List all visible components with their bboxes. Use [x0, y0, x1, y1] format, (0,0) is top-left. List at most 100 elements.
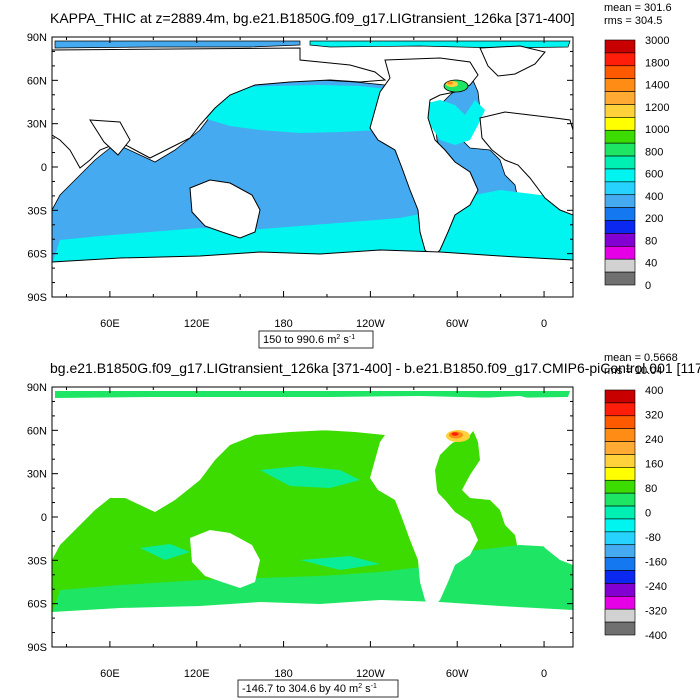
range-label-text: -146.7 to 304.6 by 40 m — [242, 683, 358, 695]
land-greenland — [479, 45, 546, 77]
land-antarctica — [52, 600, 573, 647]
range-label: -146.7 to 304.6 by 40 m2 s-1 — [237, 679, 399, 698]
y-tick-label: 0 — [41, 162, 47, 174]
colorbar-swatch — [604, 142, 636, 157]
colorbar-swatch — [604, 129, 636, 144]
colorbar-swatch — [604, 52, 636, 67]
land-antarctica — [52, 249, 573, 297]
colorbar-label: 0 — [645, 280, 651, 292]
colorbar-swatch — [604, 608, 636, 623]
y-tick-label: 90N — [27, 32, 47, 44]
ocean-arctic — [55, 391, 570, 398]
colorbar-label: 240 — [645, 434, 663, 446]
colorbar-swatch — [604, 621, 636, 636]
colorbar-swatch — [604, 467, 636, 481]
land-africa — [479, 111, 573, 216]
colorbar-swatch — [604, 39, 636, 54]
y-tick-label: 60S — [27, 249, 47, 261]
colorbar-swatch — [604, 207, 636, 221]
land-eurasia — [52, 398, 385, 518]
colorbar-label: 80 — [645, 235, 657, 247]
panel-top: KAPPA_THIC at z=2889.4m, bg.e21.B1850G.f… — [27, 2, 672, 349]
colorbar-label: 400 — [645, 191, 663, 203]
land-americas — [370, 408, 478, 608]
range-label-unit: s — [340, 334, 349, 346]
chart-title: KAPPA_THIC at z=2889.4m, bg.e21.B1850G.f… — [50, 10, 575, 26]
colorbar-swatch — [604, 596, 636, 610]
land-greenland — [480, 396, 545, 426]
map-field — [52, 37, 573, 297]
colorbar-label: 1000 — [645, 124, 669, 136]
colorbar-swatch — [604, 479, 636, 494]
y-tick-label: 90N — [27, 382, 47, 394]
colorbar: 400 320 240 160 80 0 -80 -160 -240 -320 -400 — [604, 385, 667, 642]
stat-rms: rms = 304.5 — [604, 15, 662, 27]
ocean-arctic — [54, 40, 301, 49]
colorbar-label: 80 — [645, 483, 657, 495]
range-label-exp2: -1 — [371, 683, 377, 690]
colorbar-swatch — [604, 168, 636, 183]
colorbar-label: 1400 — [645, 80, 669, 92]
ocean-teal-patches — [140, 466, 380, 570]
stat-mean: mean = 0.5668 — [604, 352, 678, 364]
range-label: 150 to 990.6 m2 s-1 — [258, 330, 374, 349]
colorbar-label: 40 — [645, 258, 657, 270]
colorbar-label: -80 — [645, 532, 661, 544]
axes: 90N 60N 30N 0 30S 60S 90S 60E 120E 180 120W 60W 0 — [27, 382, 573, 680]
stat-mean: mean = 301.6 — [604, 2, 672, 14]
colorbar-label: 1200 — [645, 102, 669, 114]
svg-text:150 to 990.6 m2 s-1: 150 to 990.6 m2 s-1 — [263, 334, 355, 346]
panel-bottom: bg.e21.B1850G.f09_g17.LIGtransient_126ka… — [27, 352, 700, 698]
colorbar-swatch — [604, 402, 636, 417]
colorbar-swatch — [604, 505, 636, 520]
colorbar-label: 0 — [645, 508, 651, 520]
colorbar-swatch — [604, 117, 636, 131]
colorbar-label: 160 — [645, 459, 663, 471]
x-tick-label: 60E — [100, 318, 120, 330]
range-label-exp: 2 — [336, 334, 340, 341]
x-tick-label: 60W — [446, 668, 469, 680]
colorbar-swatch — [604, 441, 636, 455]
colorbar-swatch — [604, 389, 636, 404]
colorbar-swatch — [604, 583, 636, 597]
colorbar-swatch — [604, 104, 636, 118]
map-field — [52, 387, 573, 647]
range-label-exp2: -1 — [349, 334, 355, 341]
colorbar-swatch — [604, 531, 636, 546]
x-tick-label: 60W — [446, 318, 469, 330]
colorbar-swatch — [604, 65, 636, 79]
hotspot-labrador — [446, 430, 470, 442]
colorbar-swatch — [604, 78, 636, 92]
x-tick-label: 60E — [100, 668, 120, 680]
stat-rms: rms = 10.04 — [604, 365, 662, 377]
land-eurasia — [52, 47, 387, 169]
colorbar-swatch — [604, 233, 636, 247]
x-tick-label: 0 — [541, 668, 547, 680]
colorbar-swatch — [604, 194, 636, 208]
y-tick-label: 60S — [27, 599, 47, 611]
axes: 90N 60N 30N 0 30S 60S 90S 60E 120E 180 120W 60W 0 — [27, 32, 573, 330]
colorbar-swatch — [604, 271, 636, 286]
colorbar-label: 3000 — [645, 35, 669, 47]
colorbar-label: -160 — [645, 557, 667, 569]
y-tick-label: 0 — [41, 512, 47, 524]
colorbar-label: 1800 — [645, 57, 669, 69]
colorbar-swatch — [604, 454, 636, 468]
ocean-cyan-atlantic — [420, 100, 485, 145]
land-australia — [189, 179, 261, 239]
land-africa — [480, 462, 573, 565]
colorbar-swatch — [604, 415, 636, 429]
x-tick-label: 180 — [274, 318, 292, 330]
colorbar-swatch — [604, 544, 636, 558]
colorbar-label: 400 — [645, 385, 663, 397]
chart-title: bg.e21.B1850G.f09_g17.LIGtransient_126ka… — [50, 360, 700, 376]
colorbar-label: 320 — [645, 410, 663, 422]
colorbar-swatch — [604, 557, 636, 571]
colorbar-label: 200 — [645, 213, 663, 225]
colorbar-swatch — [604, 181, 636, 196]
colorbar-swatch — [604, 570, 636, 584]
x-tick-label: 120W — [356, 668, 385, 680]
x-tick-label: 180 — [274, 668, 292, 680]
y-tick-label: 90S — [27, 292, 47, 304]
